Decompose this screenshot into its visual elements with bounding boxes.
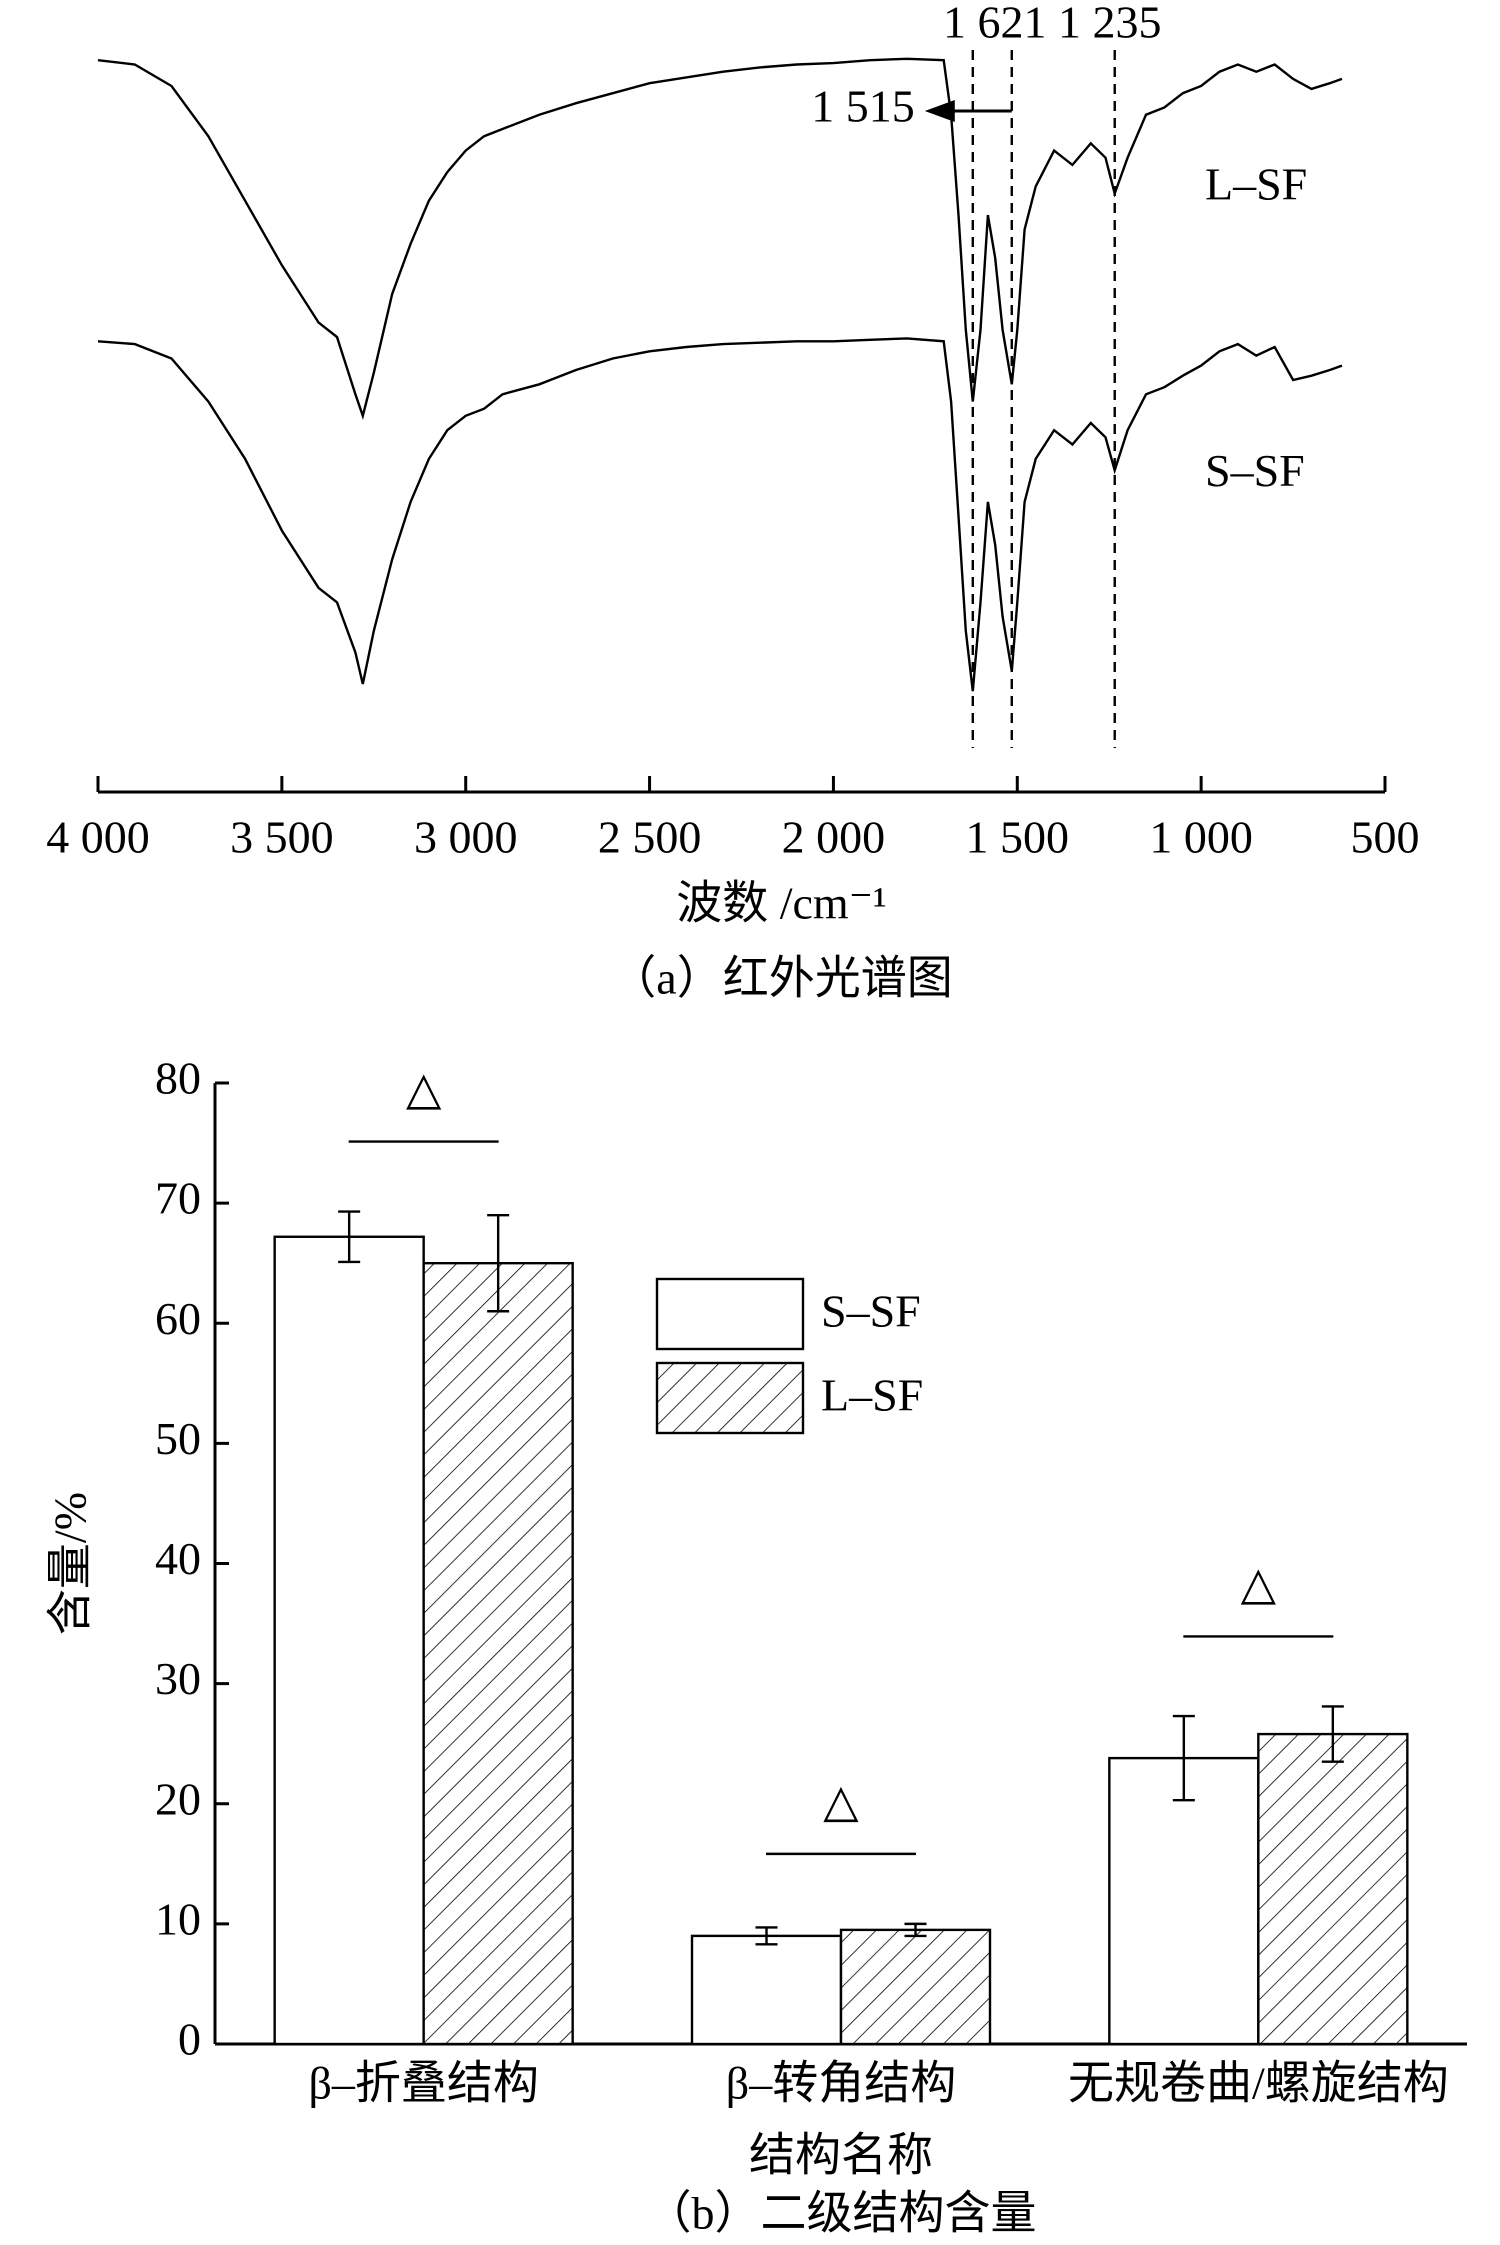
significance-mark: △ [1241,1558,1277,1609]
series-label: L–SF [1205,158,1307,209]
x-axis-label: 结构名称 [749,2130,933,2181]
caption: （b）二级结构含量 [646,2188,1037,2239]
annotation: 1 515 [811,81,915,132]
x-tick-label: 1 500 [966,812,1070,863]
significance-mark: △ [823,1775,859,1826]
bar [690,1934,843,2046]
y-tick-label: 60 [155,1293,201,1344]
x-tick-label: 500 [1351,812,1420,863]
y-tick-label: 40 [155,1533,201,1584]
error-bar [1321,1705,1344,1763]
error-bar [338,1210,361,1264]
legend-swatch [655,1277,805,1351]
annotation: 1 621 [943,0,1047,48]
x-tick-label: 3 000 [414,812,518,863]
error-bar [904,1922,927,1938]
y-tick-label: 20 [155,1773,201,1824]
x-axis-label: 波数 /cm⁻¹ [676,878,887,929]
arrow-head [924,100,955,122]
caption: （a）红外光谱图 [610,953,952,1004]
legend-swatch [655,1361,805,1435]
y-tick-label: 30 [155,1653,201,1704]
legend-label: L–SF [821,1370,923,1421]
y-tick-label: 0 [178,2014,201,2065]
x-tick-label: 无规卷曲/螺旋结构 [1068,2058,1449,2109]
legend-label: S–SF [821,1286,921,1337]
x-tick-label: 3 500 [230,812,334,863]
bar [839,1928,992,2046]
y-tick-label: 70 [155,1173,201,1224]
spectrum-line [97,57,1343,420]
x-tick-label: β–转角结构 [726,2058,956,2109]
significance-mark: △ [406,1063,442,1114]
bar [422,1261,574,2046]
x-tick-label: β–折叠结构 [308,2058,538,2109]
x-tick-label: 4 000 [46,812,150,863]
error-bar [755,1926,778,1946]
error-bar [487,1213,510,1313]
series-label: S–SF [1205,445,1305,496]
y-tick-label: 10 [155,1893,201,1944]
x-tick-label: 2 000 [782,812,886,863]
bar [1257,1732,1409,2046]
y-tick-label: 80 [155,1053,201,1104]
annotation: 1 235 [1058,0,1162,48]
y-axis-label: 含量/% [45,1492,96,1635]
bar [273,1235,425,2046]
error-bar [1172,1714,1195,1802]
y-tick-label: 50 [155,1413,201,1464]
spectrum-line [97,337,1343,692]
x-tick-label: 1 000 [1149,812,1253,863]
x-tick-label: 2 500 [598,812,702,863]
